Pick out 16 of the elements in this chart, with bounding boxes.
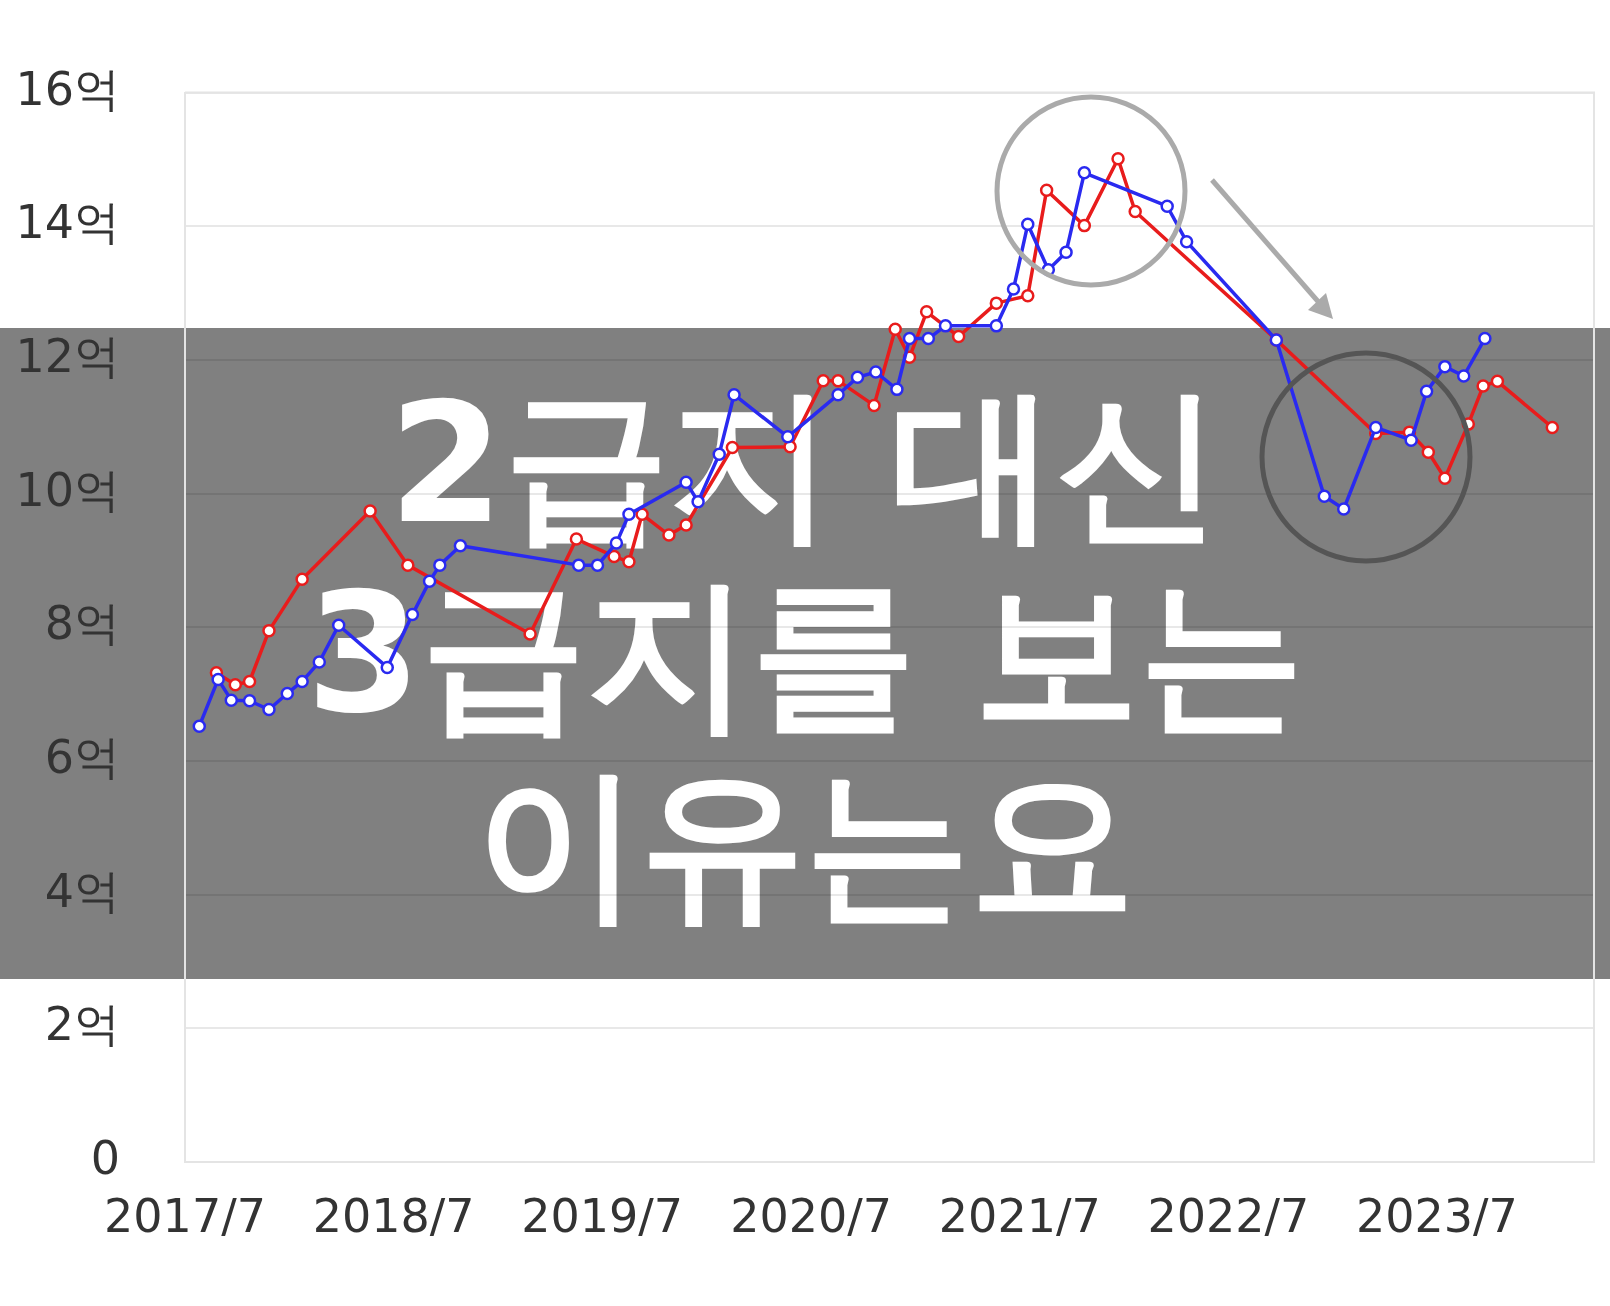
y-tick-label: 2억 bbox=[44, 997, 120, 1052]
y-tick-label: 4억 bbox=[44, 863, 120, 918]
x-tick-label: 2022/7 bbox=[1147, 1188, 1310, 1243]
y-tick-label: 6억 bbox=[44, 729, 120, 784]
x-tick-label: 2018/7 bbox=[312, 1188, 475, 1243]
y-tick-label: 0 bbox=[90, 1130, 120, 1185]
y-tick-label: 8억 bbox=[44, 596, 120, 651]
x-tick-label: 2019/7 bbox=[521, 1188, 684, 1243]
y-tick-label: 14억 bbox=[15, 195, 120, 250]
x-tick-label: 2023/7 bbox=[1355, 1188, 1518, 1243]
y-tick-label: 16억 bbox=[15, 61, 120, 116]
x-tick-label: 2017/7 bbox=[104, 1188, 266, 1243]
x-tick-label: 2020/7 bbox=[730, 1188, 893, 1243]
x-tick-label: 2021/7 bbox=[938, 1188, 1101, 1243]
y-tick-label: 10억 bbox=[15, 462, 120, 517]
y-tick-label: 12억 bbox=[15, 328, 120, 383]
